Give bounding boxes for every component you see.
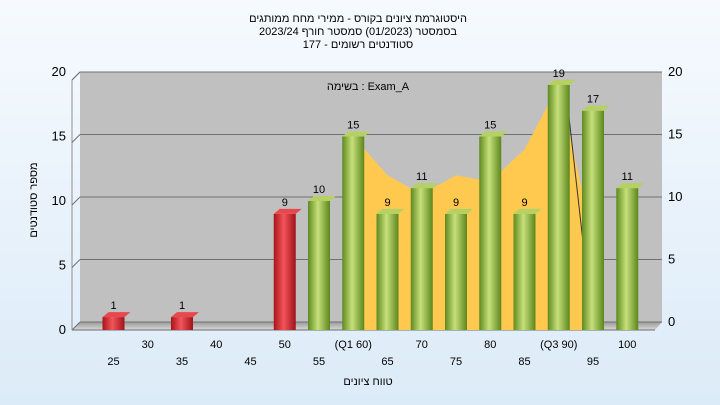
bar-95 <box>582 110 604 330</box>
bar-top <box>513 208 542 214</box>
y-tick-label: 20 <box>52 64 66 79</box>
bar-70 <box>410 188 433 330</box>
bar-Q3-90 <box>547 84 570 331</box>
gridline-bevel <box>71 71 81 81</box>
y-tick-label-right: 0 <box>668 314 675 329</box>
bar-Q1-60 <box>342 136 365 330</box>
y-tick-label: 10 <box>52 193 66 208</box>
bar-55 <box>308 201 330 330</box>
y-tick-label-right: 10 <box>668 189 682 204</box>
x-tick-label: 55 <box>313 356 325 368</box>
x-tick-label: 80 <box>484 339 496 351</box>
bar-top <box>171 312 199 318</box>
y-tick-label: 0 <box>59 322 66 337</box>
bar-top <box>308 196 336 201</box>
x-tick-label: 30 <box>142 339 154 351</box>
bar-value-label: 19 <box>553 68 565 80</box>
bar-35 <box>171 317 193 330</box>
y-axis-left: 0 5 10 15 20 <box>52 64 66 337</box>
bar-100 <box>616 188 639 330</box>
bar-75 <box>445 213 467 330</box>
bar-value-label: 10 <box>313 184 325 196</box>
x-tick-label: (Q1 60) <box>335 339 372 351</box>
bar-value-label: 11 <box>416 171 427 183</box>
bar-top <box>102 312 131 318</box>
bar-top <box>616 183 645 189</box>
chart-title-line-2: בסמסטר (01/2023) סמסטר חורף 2023/24 <box>259 26 457 38</box>
bar-85 <box>513 213 536 330</box>
bar-top <box>376 208 405 214</box>
bar-value-label: 9 <box>282 197 288 209</box>
bar-65 <box>376 213 399 330</box>
x-axis-label: טווח ציונים <box>343 376 392 388</box>
bar-top <box>273 208 302 214</box>
x-tick-label: 85 <box>518 356 530 368</box>
bar-value-label: 1 <box>110 300 116 312</box>
y-axis-right: 0 5 10 15 20 <box>668 64 682 329</box>
x-tick-label: 70 <box>416 339 428 351</box>
bar-top <box>410 183 439 189</box>
y-tick-label-right: 15 <box>668 127 682 142</box>
x-axis-ticks: 25 30 35 40 45 50 55 (Q1 60) 65 70 75 80 85 (Q3 90) 95… <box>107 339 636 368</box>
chart-title-line-1: היסטוגרמת ציונים בקורס - ממירי מחח ממותג… <box>249 13 467 25</box>
x-tick-label: 65 <box>381 356 393 368</box>
x-tick-label: 40 <box>210 339 222 351</box>
bar-value-label: 15 <box>484 120 496 132</box>
bars <box>102 79 645 331</box>
gridline-bevel <box>71 259 81 268</box>
y-axis-label: מספר סטודנטים <box>28 162 40 237</box>
bar-value-label: 1 <box>179 300 185 312</box>
bar-50 <box>273 213 296 330</box>
bar-value-label: 9 <box>453 197 459 209</box>
x-tick-label: 45 <box>244 356 256 368</box>
bar-value-label: 15 <box>347 120 359 132</box>
bar-value-label: 11 <box>622 171 633 183</box>
x-tick-label: 25 <box>107 356 119 368</box>
x-tick-label: (Q3 90) <box>540 339 577 351</box>
bar-80 <box>479 136 502 330</box>
bar-25 <box>102 317 125 330</box>
gridline-bevel <box>71 134 81 143</box>
gridline-bevel <box>71 321 81 331</box>
bar-value-label: 9 <box>384 197 390 209</box>
y-tick-label: 5 <box>59 258 66 273</box>
y-tick-label-right: 5 <box>668 252 675 267</box>
y-tick-label-right: 20 <box>668 64 682 79</box>
bar-value-label: 17 <box>587 94 599 106</box>
bar-top <box>445 208 473 214</box>
bar-top <box>342 131 371 137</box>
x-tick-label: 100 <box>618 339 636 351</box>
bar-top <box>582 105 610 111</box>
bar-value-label: 9 <box>521 197 527 209</box>
chart-title-line-3: סטודנטים רשומים - 177 <box>303 39 414 51</box>
x-tick-label: 75 <box>450 356 462 368</box>
y-tick-label: 15 <box>52 129 66 144</box>
x-tick-label: 95 <box>587 356 599 368</box>
exam-annotation: בשימה : Exam_A <box>327 81 410 93</box>
bar-top <box>479 131 508 137</box>
bar-top <box>547 79 576 85</box>
x-tick-label: 35 <box>176 356 188 368</box>
gridline-bevel <box>71 196 81 206</box>
x-tick-label: 50 <box>279 339 291 351</box>
area-drop-line <box>568 116 584 243</box>
